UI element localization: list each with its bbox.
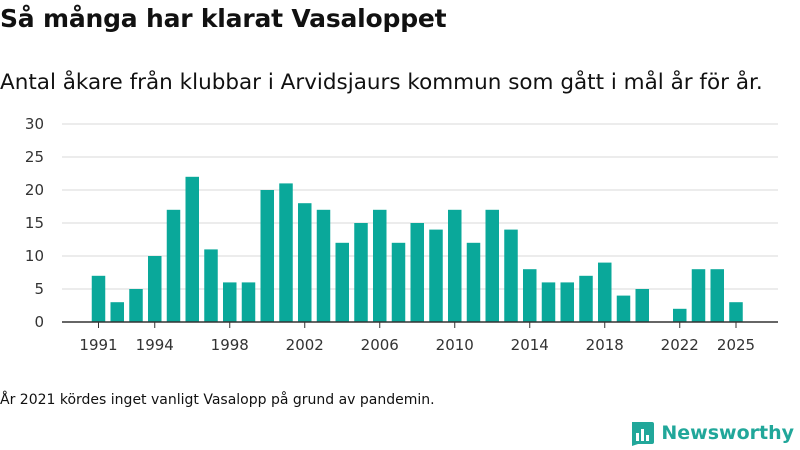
bar-1999[interactable] xyxy=(241,282,256,322)
bar-1997[interactable] xyxy=(204,249,218,322)
brand-name: Newsworthy xyxy=(661,422,794,444)
bar-2025[interactable] xyxy=(729,302,743,322)
x-tick-label: 2010 xyxy=(436,336,474,354)
x-tick-label: 2022 xyxy=(661,336,699,354)
bar-1994[interactable] xyxy=(148,256,162,322)
bar-2016[interactable] xyxy=(560,282,575,322)
bar-2003[interactable] xyxy=(316,209,331,322)
bar-2002[interactable] xyxy=(298,203,312,322)
bar-2012[interactable] xyxy=(485,209,500,322)
bar-2022[interactable] xyxy=(673,308,687,322)
bar-2011[interactable] xyxy=(466,242,481,322)
bar-2013[interactable] xyxy=(504,229,518,322)
x-tick-label: 2025 xyxy=(717,336,755,354)
y-tick-label: 0 xyxy=(34,313,44,331)
chart-title: Så många har klarat Vasaloppet xyxy=(0,4,447,33)
x-tick-label: 2014 xyxy=(511,336,549,354)
x-tick-label: 2006 xyxy=(361,336,399,354)
x-tick-label: 2018 xyxy=(586,336,624,354)
bar-2006[interactable] xyxy=(373,209,387,322)
bar-2007[interactable] xyxy=(391,242,406,322)
bar-1995[interactable] xyxy=(166,209,181,322)
bar-2017[interactable] xyxy=(579,275,593,322)
bar-2009[interactable] xyxy=(429,229,443,322)
bar-2010[interactable] xyxy=(448,209,462,322)
x-tick-label: 2002 xyxy=(286,336,324,354)
bar-2000[interactable] xyxy=(260,190,275,322)
bar-1991[interactable] xyxy=(91,275,106,322)
y-tick-label: 10 xyxy=(25,247,44,265)
newsworthy-logo-icon xyxy=(632,422,655,446)
bar-1992[interactable] xyxy=(110,302,125,322)
bar-1993[interactable] xyxy=(129,289,143,322)
chart-subtitle: Antal åkare från klubbar i Arvidsjaurs k… xyxy=(0,70,763,95)
y-tick-label: 20 xyxy=(25,181,44,199)
brand-logo[interactable]: Newsworthy xyxy=(629,420,794,446)
bar-2004[interactable] xyxy=(335,242,350,322)
bar-2019[interactable] xyxy=(616,295,631,322)
bar-2005[interactable] xyxy=(354,223,368,322)
bar-2008[interactable] xyxy=(410,223,425,322)
x-tick-label: 1994 xyxy=(136,336,174,354)
bar-2020[interactable] xyxy=(635,289,650,322)
y-tick-label: 5 xyxy=(34,280,44,298)
bar-2001[interactable] xyxy=(279,183,293,322)
bar-2018[interactable] xyxy=(598,262,612,322)
bar-2024[interactable] xyxy=(710,269,725,322)
y-tick-label: 15 xyxy=(25,214,44,232)
bar-2015[interactable] xyxy=(541,282,556,322)
y-tick-label: 25 xyxy=(25,148,44,166)
bar-1996[interactable] xyxy=(185,176,200,322)
y-tick-label: 30 xyxy=(25,115,44,133)
bar-2014[interactable] xyxy=(523,269,537,322)
x-tick-label: 1991 xyxy=(79,336,117,354)
x-tick-label: 1998 xyxy=(211,336,249,354)
footnote: År 2021 kördes inget vanligt Vasalopp på… xyxy=(0,392,435,408)
bar-2023[interactable] xyxy=(691,269,706,322)
bar-1998[interactable] xyxy=(223,282,237,322)
